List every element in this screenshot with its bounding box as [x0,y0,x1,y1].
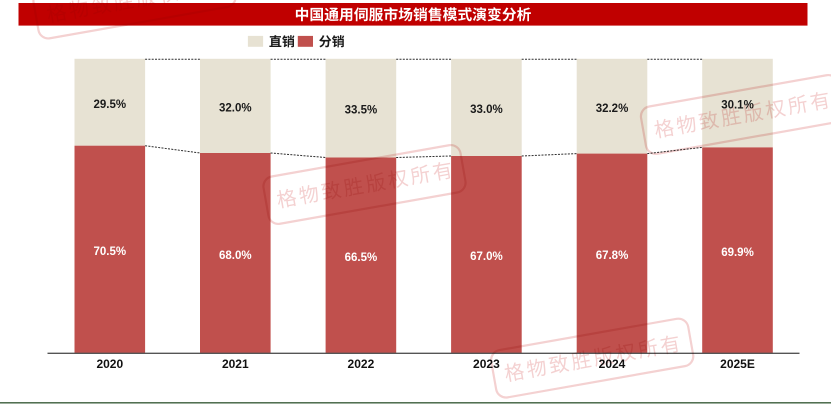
svg-text:2025E: 2025E [720,357,755,371]
svg-text:2020: 2020 [96,357,123,371]
svg-text:2023: 2023 [473,357,500,371]
svg-text:32.0%: 32.0% [219,103,252,115]
svg-text:67.8%: 67.8% [596,250,629,262]
svg-text:33.0%: 33.0% [470,104,503,116]
svg-text:68.0%: 68.0% [219,250,252,262]
svg-text:2022: 2022 [348,357,375,371]
svg-text:66.5%: 66.5% [345,252,378,264]
svg-text:67.0%: 67.0% [470,251,503,263]
svg-text:2021: 2021 [222,357,249,371]
svg-text:70.5%: 70.5% [93,246,126,258]
svg-text:32.2%: 32.2% [596,103,629,115]
svg-text:29.5%: 29.5% [93,99,126,111]
svg-text:33.5%: 33.5% [345,105,378,117]
svg-text:69.9%: 69.9% [721,247,754,259]
svg-text:2024: 2024 [599,357,626,371]
